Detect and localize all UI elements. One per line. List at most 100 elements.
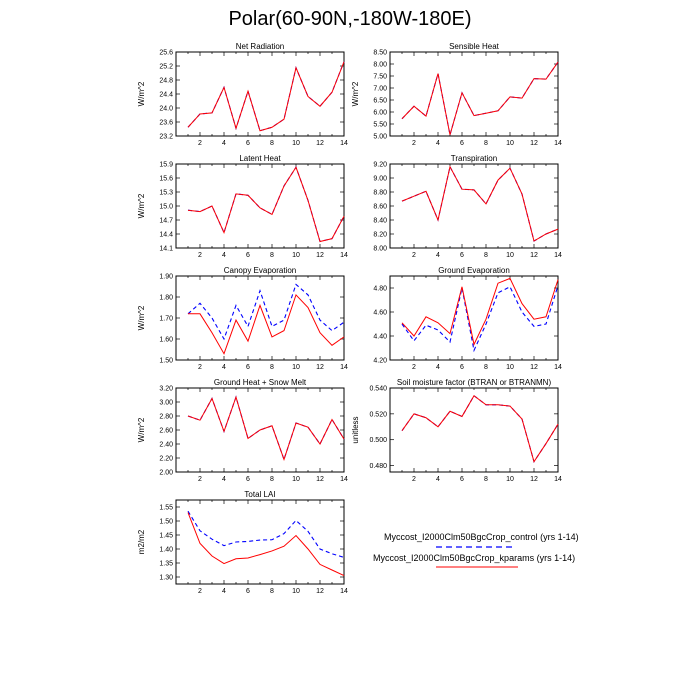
series-line-control	[187, 283, 345, 341]
x-tick-label: 4	[436, 476, 440, 483]
y-tick-label: 24.4	[159, 92, 173, 99]
x-tick-label: 2	[198, 476, 202, 483]
y-tick-label: 4.80	[373, 286, 387, 293]
series-line-control	[401, 394, 559, 463]
legend-label-kparams: Myccost_I2000Clm50BgcCrop_kparams (yrs 1…	[373, 553, 575, 563]
x-tick-label: 8	[270, 252, 274, 259]
y-tick-label: 15.3	[159, 190, 173, 197]
y-tick-label: 0.480	[369, 463, 387, 470]
y-tick-label: 15.9	[159, 162, 173, 169]
x-tick-label: 4	[222, 140, 226, 147]
x-tick-label: 6	[246, 476, 250, 483]
x-tick-label: 8	[484, 364, 488, 371]
y-tick-label: 1.50	[159, 519, 173, 526]
plot-frame	[389, 51, 559, 137]
y-tick-label: 1.55	[159, 505, 173, 512]
x-tick-label: 10	[292, 588, 300, 595]
y-tick-label: 8.00	[373, 62, 387, 69]
series-line-kparams	[401, 277, 559, 346]
x-tick-label: 10	[292, 476, 300, 483]
series-line-control	[187, 510, 345, 558]
x-tick-label: 2	[198, 140, 202, 147]
x-tick-label: 6	[246, 364, 250, 371]
x-tick-label: 4	[222, 252, 226, 259]
x-tick-label: 10	[292, 140, 300, 147]
y-tick-label: 24.8	[159, 78, 173, 85]
x-tick-label: 14	[554, 140, 562, 147]
x-tick-label: 4	[222, 364, 226, 371]
series-line-control	[187, 166, 345, 243]
y-tick-label: 2.20	[159, 456, 173, 463]
chart-title: Ground Heat + Snow Melt	[214, 378, 307, 387]
y-tick-label: 4.60	[373, 310, 387, 317]
x-tick-label: 8	[484, 140, 488, 147]
chart-sensible-heat: Sensible Heat W/m^2 2 4 6 8 10 12 14 5.00 5.50 6.00…	[351, 42, 562, 147]
y-tick-label: 1.35	[159, 561, 173, 568]
x-tick-label: 8	[270, 364, 274, 371]
chart-title: Ground Evaporation	[438, 266, 510, 275]
y-tick-label: 8.20	[373, 232, 387, 239]
y-tick-label: 0.520	[369, 411, 387, 418]
x-tick-label: 2	[198, 588, 202, 595]
series-line-control	[401, 165, 559, 242]
y-tick-label: 2.80	[159, 414, 173, 421]
x-tick-label: 12	[316, 252, 324, 259]
y-tick-label: 9.20	[373, 162, 387, 169]
chart-net-radiation: Net Radiation W/m^2 2 4 6 8 10 12 14 23.2 23.6 24.0…	[137, 42, 348, 147]
y-tick-label: 5.50	[373, 122, 387, 129]
plot-frame	[175, 275, 345, 361]
y-tick-label: 14.7	[159, 218, 173, 225]
y-tick-label: 8.80	[373, 190, 387, 197]
chart-panels: Net Radiation W/m^2 2 4 6 8 10 12 14 23.2 23.6 24.0…	[137, 42, 562, 595]
chart-title: Latent Heat	[239, 154, 281, 163]
y-tick-label: 5.00	[373, 134, 387, 141]
x-tick-label: 14	[554, 364, 562, 371]
series-line-control	[401, 61, 559, 135]
x-tick-label: 4	[436, 364, 440, 371]
y-axis-label: unitless	[351, 416, 360, 443]
y-tick-label: 4.40	[373, 334, 387, 341]
legend-label-control: Myccost_I2000Clm50BgcCrop_control (yrs 1…	[384, 532, 579, 542]
y-axis-label: m2/m2	[137, 529, 146, 554]
y-tick-label: 7.00	[373, 86, 387, 93]
chart-title: Soil moisture factor (BTRAN or BTRANMN)	[397, 378, 552, 387]
x-tick-label: 14	[554, 476, 562, 483]
y-tick-label: 23.6	[159, 120, 173, 127]
plot-frame	[175, 51, 345, 137]
x-tick-label: 2	[412, 364, 416, 371]
chart-transpiration: Transpiration 2 4 6 8 10 12 14 8.00 8.20 8.40 8.60 8…	[373, 154, 562, 259]
x-tick-label: 10	[506, 364, 514, 371]
x-tick-label: 8	[270, 140, 274, 147]
x-tick-label: 2	[412, 252, 416, 259]
x-tick-label: 6	[246, 140, 250, 147]
y-tick-label: 3.20	[159, 386, 173, 393]
y-tick-label: 7.50	[373, 74, 387, 81]
y-tick-label: 0.500	[369, 437, 387, 444]
y-tick-label: 25.2	[159, 64, 173, 71]
y-tick-label: 1.80	[159, 295, 173, 302]
x-tick-label: 12	[316, 140, 324, 147]
x-tick-label: 4	[222, 588, 226, 595]
y-tick-label: 8.00	[373, 246, 387, 253]
y-axis-label: W/m^2	[137, 193, 146, 218]
x-tick-label: 14	[340, 476, 348, 483]
x-tick-label: 4	[436, 140, 440, 147]
chart-canopy-evaporation: Canopy Evaporation W/m^2 2 4 6 8 10 12 14 1.50 1.6…	[137, 266, 348, 371]
y-axis-label: W/m^2	[351, 81, 360, 106]
x-tick-label: 4	[436, 252, 440, 259]
y-tick-label: 15.6	[159, 176, 173, 183]
y-tick-label: 1.60	[159, 337, 173, 344]
plot-frame	[175, 163, 345, 249]
y-tick-label: 1.50	[159, 358, 173, 365]
chart-soil-moisture-factor-btran-or-btranmn: Soil moisture factor (BTRAN or BTRANMN) u…	[351, 378, 562, 483]
x-tick-label: 6	[460, 476, 464, 483]
chart-title: Total LAI	[244, 490, 275, 499]
x-tick-label: 10	[506, 476, 514, 483]
y-tick-label: 1.30	[159, 575, 173, 582]
x-tick-label: 12	[530, 476, 538, 483]
x-tick-label: 12	[530, 140, 538, 147]
y-tick-label: 6.50	[373, 98, 387, 105]
plot-frame	[175, 499, 345, 585]
x-tick-label: 10	[292, 364, 300, 371]
x-tick-label: 2	[412, 476, 416, 483]
